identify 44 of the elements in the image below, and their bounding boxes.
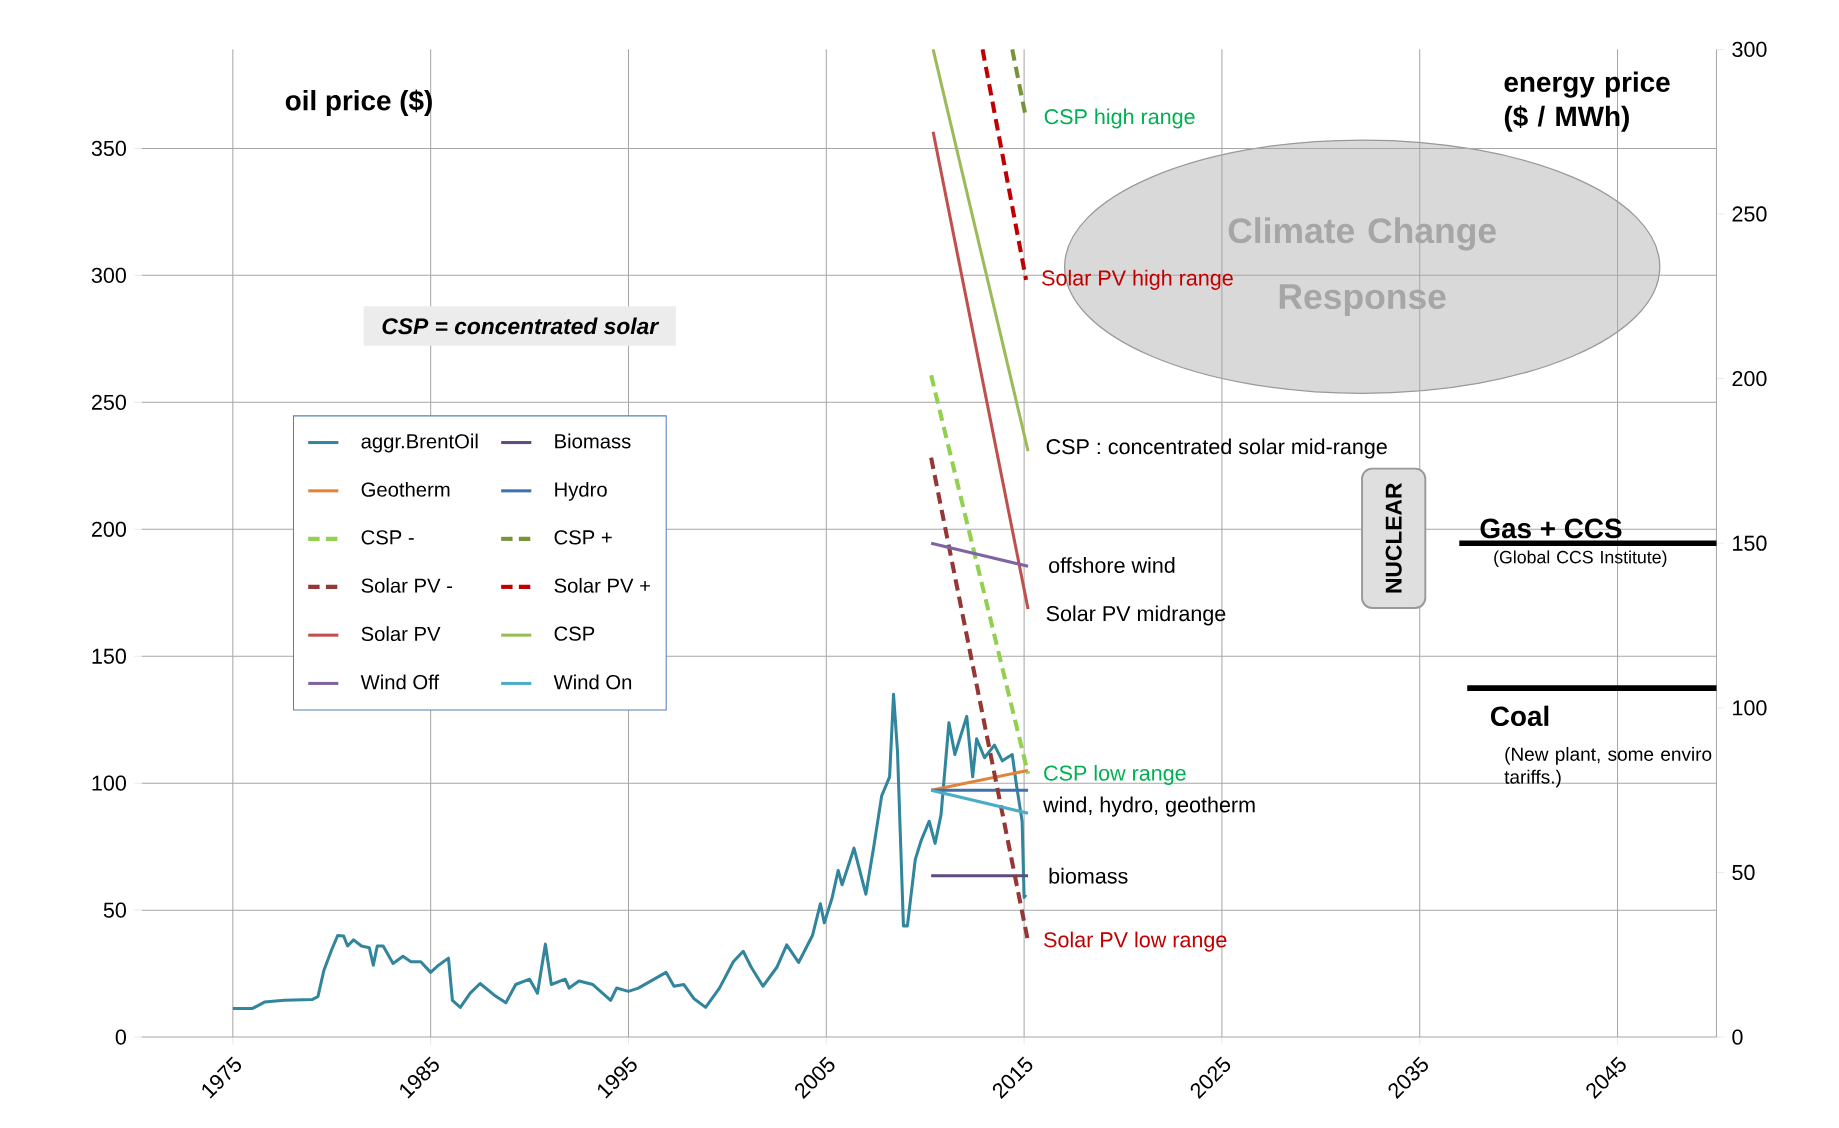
y-axis-title: oil price ($) xyxy=(285,89,432,116)
y-tick-label: 350 xyxy=(91,140,126,156)
annotation: Solar PV midrange xyxy=(1046,605,1226,626)
annotation: Solar PV low range xyxy=(1044,931,1227,952)
legend-label: Solar PV - xyxy=(361,577,453,593)
legend-label: Hydro xyxy=(555,481,607,501)
legend-label: CSP - xyxy=(361,530,414,545)
y2-axis-title: energy price ($ / MWh) xyxy=(1504,71,1670,132)
legend-label: Solar PV + xyxy=(554,577,650,593)
y2-tick-label: 0 xyxy=(1732,1029,1743,1045)
legend-label: Geotherm xyxy=(361,481,450,497)
annotation: CSP : concentrated solar mid-range xyxy=(1046,438,1387,459)
annotation: Coal xyxy=(1490,705,1549,726)
legend-label: CSP xyxy=(554,626,595,641)
annotation: CSP low range xyxy=(1044,764,1186,785)
annotation: offshore wind xyxy=(1049,556,1175,573)
annotation: Gas + CCS xyxy=(1480,518,1622,539)
line-series xyxy=(231,692,1028,1010)
y-tick-label: 200 xyxy=(92,521,126,537)
y-tick-label: 150 xyxy=(92,648,126,664)
legend-label: aggr.BrentOil xyxy=(361,433,478,453)
y-tick-label: 250 xyxy=(92,394,126,410)
legend-label: Biomass xyxy=(555,433,631,449)
y-tick-label: 100 xyxy=(92,775,126,791)
annotation: (Global CCS Institute) xyxy=(1494,550,1667,567)
annotation: wind, hydro, geotherm xyxy=(1043,796,1255,817)
y2-tick-label: 300 xyxy=(1732,41,1767,57)
y2-tick-label: 250 xyxy=(1732,206,1767,222)
y-tick-label: 50 xyxy=(103,902,126,918)
annotation: CSP = concentrated solar xyxy=(382,317,660,335)
y-tick-label: 300 xyxy=(91,267,126,283)
legend-label: CSP + xyxy=(554,530,612,545)
y2-tick-label: 150 xyxy=(1733,535,1767,551)
legend-label: Wind Off xyxy=(360,674,440,690)
y-tick-label: 0 xyxy=(115,1029,126,1045)
annotation: biomass xyxy=(1049,867,1128,884)
y2-tick-label: 50 xyxy=(1732,864,1755,880)
annotation: NUCLEAR xyxy=(1385,482,1402,593)
annotation: (New plant, some enviro tariffs.) xyxy=(1504,746,1712,788)
annotation: CSP high range xyxy=(1044,108,1195,129)
legend-label: Wind On xyxy=(553,674,632,690)
y2-tick-label: 100 xyxy=(1733,700,1767,716)
y2-tick-label: 200 xyxy=(1732,370,1767,387)
legend-label: Solar PV xyxy=(361,626,441,641)
